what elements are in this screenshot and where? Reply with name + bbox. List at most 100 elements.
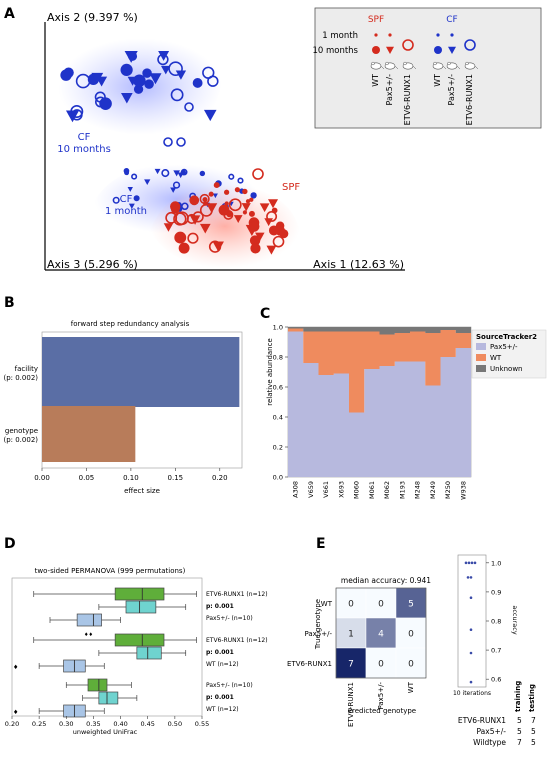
scatter-point xyxy=(264,218,274,227)
matrix-col-label: Pax5+/- xyxy=(377,682,385,710)
x-tick-label: 0.00 xyxy=(34,474,50,482)
scatter-point xyxy=(172,181,181,189)
x-tick-label: 0.05 xyxy=(79,474,95,482)
scatter-point xyxy=(184,102,194,112)
legend-marker xyxy=(374,33,378,37)
x-tick-label: M193 xyxy=(398,481,406,499)
group-label-top: ETV6-RUNX1 (n=12) xyxy=(206,637,268,644)
legend-marker xyxy=(402,39,414,51)
panel-letter-a: A xyxy=(4,6,15,22)
group-label-top: ETV6-RUNX1 (n=12) xyxy=(206,591,268,598)
legend-genotype-labels: WT Pax5+/- ETV6-RUNX1 WT Pax5+/- ETV6-RUNX1 xyxy=(371,74,474,125)
group-p-value: p: 0.001 xyxy=(206,694,234,701)
x-tick-label: V661 xyxy=(322,481,330,498)
mouse-icon xyxy=(384,61,399,70)
scatter-point xyxy=(248,221,260,232)
scatter-point xyxy=(234,187,240,193)
y-tick-label: 0.8 xyxy=(491,618,501,626)
box-plot xyxy=(82,691,138,705)
spf-label: SPF xyxy=(282,182,300,193)
panel-e-ylabel: True genotype xyxy=(314,599,322,650)
x-tick-label: A308 xyxy=(292,481,300,498)
table-row-name: ETV6-RUNX1 xyxy=(458,716,506,725)
scatter-point xyxy=(173,170,180,177)
mouse-tail xyxy=(412,65,417,70)
table-training-value: 5 xyxy=(517,727,522,736)
box-body xyxy=(76,613,102,627)
legend-10-months: 10 months xyxy=(312,46,358,56)
panel-d: D two-sided PERMANOVA (999 permutations)… xyxy=(4,536,268,736)
legend-genotype-label: ETV6-RUNX1 xyxy=(465,74,474,125)
matrix-row-label: ETV6-RUNX1 xyxy=(287,660,332,668)
mouse-tail xyxy=(474,65,479,70)
scatter-point xyxy=(233,215,243,223)
mouse-icon xyxy=(464,61,479,70)
matrix-cell xyxy=(365,587,397,619)
y-tick-label: 0.8 xyxy=(273,354,283,362)
panel-letter-d: D xyxy=(4,536,16,552)
legend-label: Unknown xyxy=(490,365,523,373)
area-Unknown xyxy=(288,327,471,335)
scatter-point xyxy=(271,207,278,214)
scatter-point xyxy=(266,245,277,255)
panel-b-bars xyxy=(42,337,240,462)
panel-e-xlabel: Predicted genotype xyxy=(348,707,416,715)
mouse-icon xyxy=(432,61,447,70)
mouse-ear xyxy=(385,61,389,66)
outlier-marker: ♦♦ xyxy=(84,632,93,638)
bar-p-value: (p: 0.002) xyxy=(3,436,38,444)
bar-p-value: (p: 0.002) xyxy=(3,374,38,382)
scatter-point xyxy=(163,223,174,232)
mouse-tail xyxy=(394,65,399,70)
legend-swatch xyxy=(476,343,486,350)
matrix-cell-value: 4 xyxy=(378,630,384,640)
group-p-value: p: 0.001 xyxy=(206,649,234,656)
table-training-value: 7 xyxy=(517,738,522,747)
scatter-point xyxy=(161,169,170,178)
table-training-value: 5 xyxy=(517,716,522,725)
confusion-matrix: 0 0 5 1 4 0 7 0 0 WT Pax5+/- ETV6-RUNX1 ETV6-RUNX1 Pa… xyxy=(287,587,427,727)
scatter-point xyxy=(99,97,112,110)
table-testing-value: 5 xyxy=(531,727,536,736)
scatter-point xyxy=(226,211,233,218)
accuracy-point xyxy=(466,576,470,579)
table-row-name: Wildtype xyxy=(473,738,506,747)
x-tick-label: M250 xyxy=(444,481,452,499)
scatter-point xyxy=(199,170,206,177)
scatter-point xyxy=(212,241,224,252)
scatter-point xyxy=(202,66,215,79)
axis-1-label: Axis 1 (12.63 %) xyxy=(313,258,404,271)
legend-marker xyxy=(436,33,440,37)
legend-1-month: 1 month xyxy=(322,31,358,41)
box-plot xyxy=(49,613,121,627)
axis-2-label: Axis 2 (9.397 %) xyxy=(47,11,138,24)
accuracy-point xyxy=(469,576,473,579)
accuracy-point xyxy=(469,651,473,655)
table-row-name: Pax5+/- xyxy=(476,727,506,736)
x-tick-label: 0.30 xyxy=(59,720,73,728)
box-body xyxy=(98,691,119,705)
matrix-cell xyxy=(395,647,427,679)
scatter-point xyxy=(127,186,133,192)
mouse-tail xyxy=(442,65,447,70)
accuracy-strip-points xyxy=(464,561,477,684)
scatter-point xyxy=(228,173,235,180)
accuracy-point xyxy=(469,596,473,600)
scatter-point xyxy=(249,197,254,202)
legend-marker xyxy=(372,46,380,54)
scatter-point xyxy=(228,198,242,212)
ten-months-label: 10 months xyxy=(57,144,111,155)
scatter-point xyxy=(237,177,244,184)
legend-swatch xyxy=(476,354,486,361)
scatter-point xyxy=(112,196,120,204)
scatter-point xyxy=(272,235,285,248)
scatter-point xyxy=(144,179,151,185)
scatter-point xyxy=(245,199,251,204)
legend-marker xyxy=(450,33,454,37)
box-plot xyxy=(65,678,132,692)
matrix-cell-value: 0 xyxy=(378,600,384,610)
panel-d-xlabel: unweighted UniFrac xyxy=(73,728,138,736)
mouse-ear xyxy=(403,61,407,66)
accuracy-point xyxy=(467,561,471,565)
